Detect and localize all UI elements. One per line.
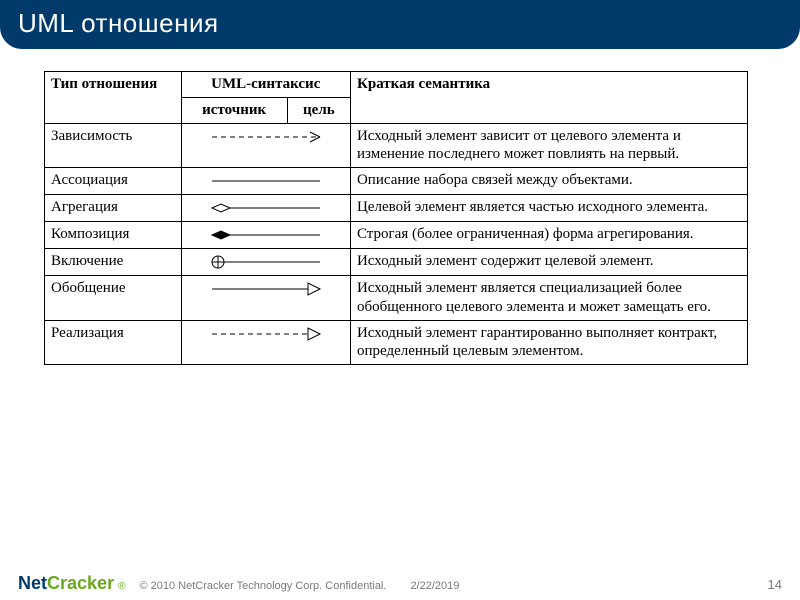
- page-number: 14: [768, 577, 782, 592]
- table-header-row-1: Тип отношения UML-синтаксис Краткая сема…: [45, 72, 748, 98]
- hdr-type: Тип отношения: [45, 72, 182, 124]
- relation-notation: [181, 123, 350, 168]
- relation-semantics: Исходный элемент является специализа­цие…: [350, 276, 747, 321]
- registered-mark: ®: [118, 581, 125, 592]
- logo: NetCracker: [18, 573, 114, 594]
- table-row: Ассоциация Описание набора связей между о…: [45, 168, 748, 195]
- logo-net: Net: [18, 573, 47, 593]
- relation-name: Реализация: [45, 320, 182, 365]
- relation-notation: [181, 195, 350, 222]
- hdr-target: цель: [287, 97, 350, 123]
- table-row: Включение Исходный элемент содержит целев…: [45, 249, 748, 276]
- uml-relations-table: Тип отношения UML-синтаксис Краткая сема…: [44, 71, 748, 365]
- table-row: Реализация Исходный элемент гарантированн…: [45, 320, 748, 365]
- hdr-semantics: Краткая семантика: [350, 72, 747, 124]
- logo-cracker: Cracker: [47, 573, 114, 593]
- relation-name: Включение: [45, 249, 182, 276]
- table-row: Зависимость Исходный элемент зависит от ц…: [45, 123, 748, 168]
- relation-semantics: Целевой элемент является частью исход­но…: [350, 195, 747, 222]
- relation-notation: [181, 276, 350, 321]
- relation-notation: [181, 168, 350, 195]
- title-bar: UML отношения: [0, 0, 800, 49]
- copyright: © 2010 NetCracker Technology Corp. Confi…: [139, 580, 386, 592]
- relation-semantics: Исходный элемент зависит от целевого эле…: [350, 123, 747, 168]
- hdr-syntax: UML-синтаксис: [181, 72, 350, 98]
- relation-name: Агрегация: [45, 195, 182, 222]
- table-row: Агрегация Целевой элемент является частью…: [45, 195, 748, 222]
- relation-notation: [181, 222, 350, 249]
- relation-name: Ассоциация: [45, 168, 182, 195]
- relation-notation: [181, 249, 350, 276]
- relation-name: Обобщение: [45, 276, 182, 321]
- relation-notation: [181, 320, 350, 365]
- relation-semantics: Исходный элемент содержит целевой эле­ме…: [350, 249, 747, 276]
- relation-semantics: Исходный элемент гарантированно вы­полня…: [350, 320, 747, 365]
- relation-semantics: Строгая (более ограниченная) форма агрег…: [350, 222, 747, 249]
- relation-semantics: Описание набора связей между объектами.: [350, 168, 747, 195]
- content-area: Тип отношения UML-синтаксис Краткая сема…: [0, 49, 800, 365]
- hdr-source: источник: [181, 97, 287, 123]
- footer: NetCracker ® © 2010 NetCracker Technolog…: [0, 573, 800, 594]
- slide-title: UML отношения: [18, 8, 219, 38]
- slide: UML отношения Тип отношения UML-синтакси…: [0, 0, 800, 600]
- table-row: Композиция Строгая (более ограниченная) ф…: [45, 222, 748, 249]
- relation-name: Зависимость: [45, 123, 182, 168]
- relation-name: Композиция: [45, 222, 182, 249]
- footer-date: 2/22/2019: [410, 580, 459, 592]
- table-row: Обобщение Исходный элемент является специ…: [45, 276, 748, 321]
